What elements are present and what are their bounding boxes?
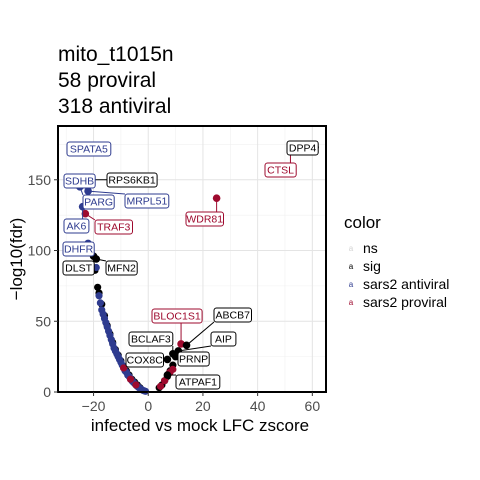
legend-key-sig: a xyxy=(348,261,354,271)
label-text: MFN2 xyxy=(107,263,136,275)
label-prnp: PRNP xyxy=(177,351,210,367)
background-points xyxy=(91,263,177,395)
antiviral-point xyxy=(96,299,104,307)
label-text: CTSL xyxy=(267,165,294,177)
proviral-point xyxy=(120,364,128,372)
legend-item-proviral: a sars2 proviral xyxy=(344,294,448,310)
label-atpaf1: ATPAF1 xyxy=(175,374,221,390)
label-mfn2: MFN2 xyxy=(105,260,138,276)
title-line-2: 58 proviral xyxy=(58,69,157,92)
y-tick-label: 0 xyxy=(43,384,51,400)
point-labels: SPATA5 DPP4 CTSL SDHB RPS6KB1 PARG MRPL51 WDR81… xyxy=(62,140,319,390)
label-text: AIP xyxy=(215,334,232,346)
leader-mfn2 xyxy=(96,258,107,262)
x-tick-label: 0 xyxy=(144,398,152,414)
x-axis-ticks: −20 0 20 40 60 xyxy=(82,392,321,414)
label-abcb7: ABCB7 xyxy=(213,307,252,323)
labeled-point-mfn2 xyxy=(92,255,101,263)
label-text: COX8C xyxy=(127,355,164,367)
label-ak6: AK6 xyxy=(63,218,90,234)
title-line-3: 318 antiviral xyxy=(58,95,172,118)
label-text: DLST xyxy=(65,263,92,275)
proviral-point xyxy=(161,377,169,385)
label-text: RPS6KB1 xyxy=(108,175,155,187)
label-aip: AIP xyxy=(210,331,237,347)
label-text: SPATA5 xyxy=(70,144,108,156)
leader-abcb7 xyxy=(186,321,215,346)
leader-traf3 xyxy=(85,213,96,221)
title-line-1: mito_t1015n xyxy=(58,43,174,66)
y-tick-label: 150 xyxy=(28,172,52,188)
x-tick-label: 20 xyxy=(195,398,211,414)
leader-aip xyxy=(178,345,212,352)
label-text: BCLAF3 xyxy=(131,334,171,346)
label-mrpl51: MRPL51 xyxy=(124,193,170,209)
label-text: TRAF3 xyxy=(97,222,130,234)
legend-label-antiviral: sars2 antiviral xyxy=(363,276,450,292)
label-spata5: SPATA5 xyxy=(66,141,112,157)
label-text: ABCB7 xyxy=(216,310,251,322)
label-ctsl: CTSL xyxy=(264,162,297,178)
x-tick-label: −20 xyxy=(82,398,106,414)
label-bloc1s1: BLOC1S1 xyxy=(151,308,203,324)
label-bclaf3: BCLAF3 xyxy=(128,331,174,347)
legend-item-sig: a sig xyxy=(344,258,381,274)
legend-title: color xyxy=(344,213,381,232)
labeled-point-cox8c xyxy=(163,355,172,364)
antiviral-point xyxy=(95,292,103,300)
y-tick-label: 50 xyxy=(35,313,51,329)
label-text: PARG xyxy=(84,197,113,209)
label-text: DHFR xyxy=(64,244,94,256)
label-text: BLOC1S1 xyxy=(153,311,200,323)
label-sdhb: SDHB xyxy=(63,173,96,189)
label-cox8c: COX8C xyxy=(125,352,164,368)
labeled-point-prnp xyxy=(171,352,180,361)
label-text: ATPAF1 xyxy=(179,377,217,389)
proviral-point xyxy=(156,382,165,390)
plot-frame xyxy=(57,125,327,393)
label-text: DPP4 xyxy=(289,143,317,155)
label-text: MRPL51 xyxy=(126,196,167,208)
y-tick-label: 100 xyxy=(28,243,52,259)
label-parg: PARG xyxy=(82,194,115,210)
y-axis-label: −log10(fdr) xyxy=(7,218,26,301)
label-dhfr: DHFR xyxy=(62,241,95,257)
legend-label-ns: ns xyxy=(363,240,378,256)
x-tick-label: 60 xyxy=(305,398,321,414)
proviral-point xyxy=(169,365,177,373)
legend-item-ns: a ns xyxy=(344,240,378,256)
legend-label-proviral: sars2 proviral xyxy=(363,294,448,310)
leader-mrpl51 xyxy=(88,190,126,195)
label-traf3: TRAF3 xyxy=(94,219,133,235)
y-axis-ticks: 0 50 100 150 xyxy=(28,172,58,400)
label-dpp4: DPP4 xyxy=(286,140,319,156)
label-rps6kb1: RPS6KB1 xyxy=(106,172,158,188)
x-axis-label: infected vs mock LFC zscore xyxy=(91,416,309,435)
legend-label-sig: sig xyxy=(363,258,381,274)
sig-point xyxy=(94,283,102,291)
x-tick-label: 40 xyxy=(250,398,266,414)
legend-key-antiviral: a xyxy=(348,279,354,289)
legend-key-ns: a xyxy=(348,243,354,253)
legend-item-antiviral: a sars2 antiviral xyxy=(344,276,450,292)
label-text: PRNP xyxy=(179,354,208,366)
label-text: WDR81 xyxy=(186,214,223,226)
proviral-point xyxy=(126,375,135,383)
legend-key-proviral: a xyxy=(348,297,354,307)
label-text: SDHB xyxy=(65,176,94,188)
label-dlst: DLST xyxy=(62,260,95,276)
label-wdr81: WDR81 xyxy=(185,211,224,227)
label-text: AK6 xyxy=(67,221,87,233)
proviral-point xyxy=(132,381,140,389)
